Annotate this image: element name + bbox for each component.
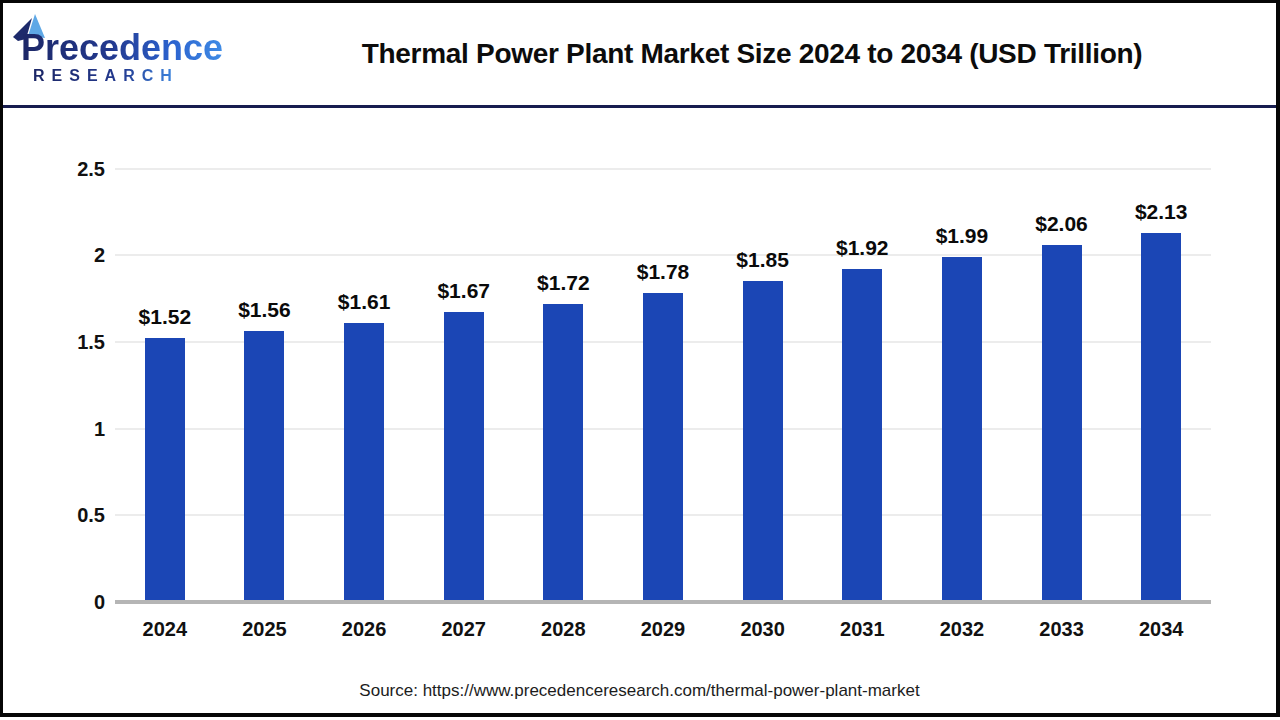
x-tick-label: 2034 (1116, 615, 1206, 643)
x-tick-label: 2025 (219, 615, 309, 643)
x-axis-line (115, 600, 1211, 604)
bar (1141, 233, 1181, 602)
bar (145, 338, 185, 602)
bar (643, 293, 683, 602)
y-tick-label: 1 (43, 416, 105, 442)
bar-value-label: $2.06 (1017, 212, 1107, 236)
x-tick-label: 2026 (319, 615, 409, 643)
bar (743, 281, 783, 602)
bar-value-label: $1.99 (917, 224, 1007, 248)
bar-value-label: $1.61 (319, 290, 409, 314)
bar (1042, 245, 1082, 602)
x-tick-label: 2030 (718, 615, 808, 643)
y-tick-label: 2 (43, 242, 105, 268)
bar (344, 323, 384, 602)
source-text: Source: https://www.precedenceresearch.c… (3, 681, 1276, 701)
bar (244, 331, 284, 602)
bar-value-label: $2.13 (1116, 200, 1206, 224)
y-tick-label: 0 (43, 589, 105, 615)
bar-value-label: $1.72 (518, 271, 608, 295)
x-tick-label: 2024 (120, 615, 210, 643)
x-tick-label: 2032 (917, 615, 1007, 643)
bar (543, 304, 583, 602)
bar-value-label: $1.85 (718, 248, 808, 272)
bar-value-label: $1.78 (618, 260, 708, 284)
x-tick-label: 2028 (518, 615, 608, 643)
bar (444, 312, 484, 602)
bar-value-label: $1.56 (219, 298, 309, 322)
bar-value-label: $1.92 (817, 236, 907, 260)
bar (942, 257, 982, 602)
y-tick-label: 1.5 (43, 329, 105, 355)
bar (842, 269, 882, 602)
x-tick-label: 2027 (419, 615, 509, 643)
infographic-frame: Precedence RESEARCH Thermal Power Plant … (0, 0, 1280, 717)
y-tick-label: 0.5 (43, 502, 105, 528)
bar-value-label: $1.67 (419, 279, 509, 303)
bar-chart: 0 0.5 1 1.5 2 2.5 $1.52 2024 $1.56 2025 $1.61 2026 $… (3, 3, 1276, 713)
gridline (115, 168, 1211, 170)
y-tick-label: 2.5 (43, 156, 105, 182)
x-tick-label: 2029 (618, 615, 708, 643)
bar-value-label: $1.52 (120, 305, 210, 329)
x-tick-label: 2031 (817, 615, 907, 643)
x-tick-label: 2033 (1017, 615, 1107, 643)
